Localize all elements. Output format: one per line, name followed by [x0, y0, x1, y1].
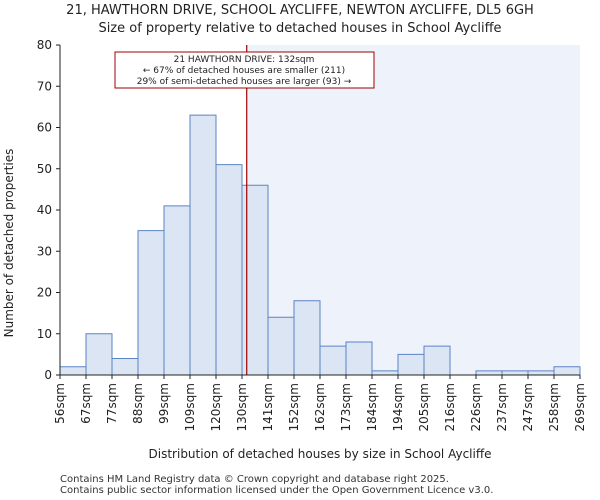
bar-88sqm — [137, 230, 165, 376]
y-tick-label: 40 — [37, 203, 52, 217]
annotation-line-3: 29% of semi-detached houses are larger (… — [137, 77, 352, 87]
y-tick-label: 0 — [44, 368, 52, 382]
x-tick-label: 237sqm — [495, 383, 509, 431]
y-ticks-group: 0 10 20 30 40 50 60 70 80 — [37, 38, 60, 382]
bar-258sqm — [553, 366, 581, 376]
x-tick-label: 120sqm — [209, 383, 223, 431]
footer-copyright: Contains HM Land Registry data © Crown c… — [60, 474, 449, 485]
y-tick-label: 30 — [37, 244, 52, 258]
x-tick-label: 152sqm — [287, 383, 301, 431]
bar-99sqm — [163, 205, 191, 376]
chart-subtitle: Size of property relative to detached ho… — [98, 21, 502, 36]
x-tick-label: 226sqm — [469, 383, 483, 431]
x-tick-label: 99sqm — [157, 383, 171, 424]
x-axis-label: Distribution of detached houses by size … — [149, 447, 492, 461]
y-tick-label: 70 — [37, 79, 52, 93]
x-tick-label: 162sqm — [313, 383, 327, 431]
bar-247sqm — [527, 370, 555, 376]
x-tick-label: 173sqm — [339, 383, 353, 431]
x-tick-label: 141sqm — [261, 383, 275, 431]
bar-162sqm — [319, 345, 347, 376]
bar-152sqm — [293, 300, 321, 376]
x-tick-label: 194sqm — [391, 383, 405, 431]
bar-67sqm — [85, 333, 113, 376]
footer-licence: Contains public sector information licen… — [60, 485, 494, 496]
bar-194sqm — [397, 353, 425, 376]
y-tick-label: 10 — [37, 327, 52, 341]
bar-184sqm — [371, 370, 399, 376]
y-tick-label: 60 — [37, 121, 52, 135]
x-tick-label: 77sqm — [105, 383, 119, 424]
y-tick-label: 20 — [37, 286, 52, 300]
bar-120sqm — [215, 164, 243, 376]
x-tick-label: 67sqm — [79, 383, 93, 424]
x-tick-label: 258sqm — [547, 383, 561, 431]
annotation-box: 21 HAWTHORN DRIVE: 132sqm ← 67% of detac… — [114, 51, 375, 89]
x-tick-label: 88sqm — [131, 383, 145, 424]
x-tick-label: 247sqm — [521, 383, 535, 431]
bars-group — [59, 114, 581, 376]
x-tick-label: 184sqm — [365, 383, 379, 431]
bar-205sqm — [423, 345, 451, 376]
bar-173sqm — [345, 341, 373, 376]
bar-56sqm — [59, 366, 87, 376]
y-axis-label: Number of detached properties — [2, 149, 16, 338]
x-tick-label: 130sqm — [235, 383, 249, 431]
bar-130sqm — [241, 184, 269, 376]
bar-141sqm — [267, 316, 295, 376]
y-tick-label: 50 — [37, 162, 52, 176]
x-tick-label: 269sqm — [573, 383, 587, 431]
x-ticks-group: 56sqm 67sqm 77sqm 88sqm 99sqm 109sqm 120sqm 130… — [53, 375, 587, 431]
y-tick-label: 80 — [37, 38, 52, 52]
annotation-line-2: ← 67% of detached houses are smaller (21… — [143, 66, 345, 76]
bar-237sqm — [501, 370, 529, 376]
bar-109sqm — [189, 114, 217, 376]
x-tick-label: 109sqm — [183, 383, 197, 431]
bar-77sqm — [111, 358, 139, 376]
x-tick-label: 205sqm — [417, 383, 431, 431]
x-tick-label: 56sqm — [53, 383, 67, 424]
x-tick-label: 216sqm — [443, 383, 457, 431]
chart-title: 21, HAWTHORN DRIVE, SCHOOL AYCLIFFE, NEW… — [66, 3, 534, 18]
annotation-line-1: 21 HAWTHORN DRIVE: 132sqm — [174, 55, 315, 65]
bar-226sqm — [475, 370, 503, 376]
annotation-border — [114, 51, 375, 89]
